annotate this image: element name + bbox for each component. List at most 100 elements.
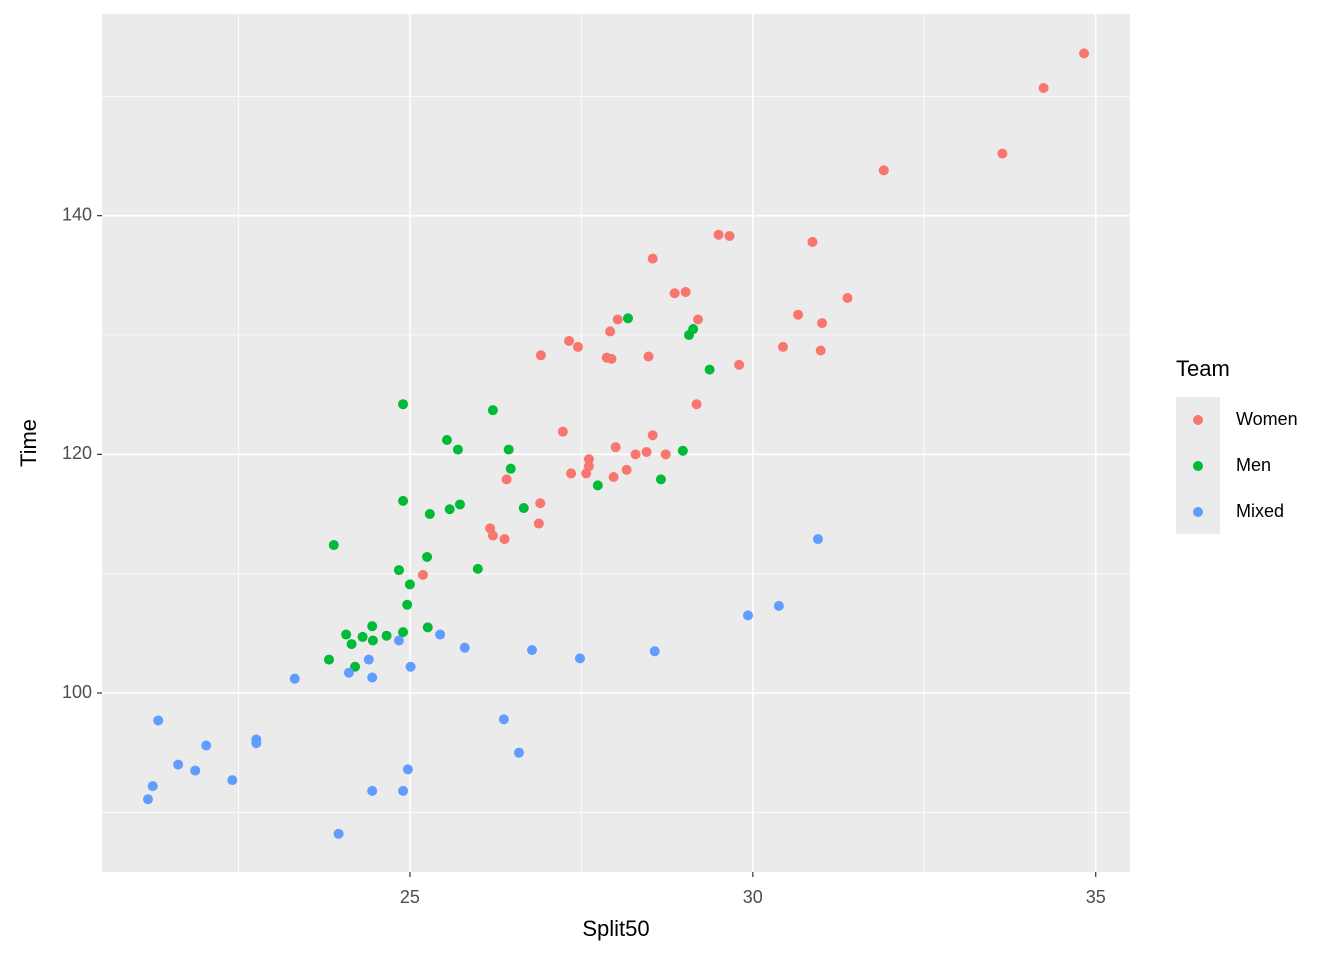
point [518, 503, 529, 514]
point [190, 765, 201, 776]
point [251, 738, 262, 749]
point [367, 621, 378, 632]
point [649, 646, 660, 657]
point [1079, 48, 1090, 59]
point [623, 313, 634, 324]
point [572, 341, 583, 352]
point [583, 454, 594, 465]
point [612, 314, 623, 325]
point [142, 794, 153, 805]
legend-label: Men [1236, 455, 1271, 475]
point [328, 540, 339, 551]
point [367, 672, 378, 683]
point [878, 165, 889, 176]
y-tick-label: 140 [62, 204, 92, 224]
point [404, 579, 415, 590]
legend-label: Women [1236, 409, 1298, 429]
point [533, 518, 544, 529]
point [402, 599, 413, 610]
point [501, 474, 512, 485]
point [535, 498, 546, 509]
point [647, 253, 658, 264]
point [526, 645, 537, 656]
point [405, 661, 416, 672]
point [323, 654, 334, 665]
point [704, 364, 715, 375]
point [393, 565, 404, 576]
point [441, 435, 452, 446]
point [459, 642, 470, 653]
point [341, 629, 352, 640]
point [592, 480, 603, 491]
point [435, 629, 446, 640]
legend-key [1193, 415, 1203, 425]
point [660, 449, 671, 460]
point [452, 444, 463, 455]
point [454, 499, 465, 510]
point [398, 785, 409, 796]
point [647, 430, 658, 441]
point [513, 747, 524, 758]
point [402, 764, 413, 775]
point [535, 350, 546, 361]
point [793, 309, 804, 320]
legend-key [1193, 461, 1203, 471]
point [367, 785, 378, 796]
point [842, 293, 853, 304]
point [566, 468, 577, 479]
point [363, 654, 374, 665]
point [422, 551, 433, 562]
point [574, 653, 585, 664]
point [692, 314, 703, 325]
point [724, 230, 735, 241]
point [173, 759, 184, 770]
point [605, 326, 616, 337]
point [487, 405, 498, 416]
point [807, 236, 818, 247]
point [669, 288, 680, 299]
x-axis-title: Split50 [582, 916, 649, 941]
point [350, 661, 361, 672]
point [422, 622, 433, 633]
point [472, 563, 483, 574]
point [153, 715, 164, 726]
x-tick-label: 30 [743, 887, 763, 907]
y-axis-title: Time [16, 419, 41, 467]
point [417, 569, 428, 580]
legend-label: Mixed [1236, 501, 1284, 521]
point [444, 504, 455, 515]
y-tick-label: 100 [62, 682, 92, 702]
point [398, 495, 409, 506]
point [677, 445, 688, 456]
point [743, 610, 754, 621]
point [610, 442, 621, 453]
point [812, 534, 823, 545]
point [498, 714, 509, 725]
point [424, 509, 435, 520]
point [398, 399, 409, 410]
legend-title: Team [1176, 356, 1230, 381]
point [684, 330, 695, 341]
point [367, 635, 378, 646]
legend-key [1193, 507, 1203, 517]
point [630, 449, 641, 460]
point [713, 229, 724, 240]
point [608, 472, 619, 483]
point [680, 287, 691, 298]
point [641, 446, 652, 457]
point [487, 530, 498, 541]
point [777, 341, 788, 352]
point [997, 148, 1008, 159]
point [343, 667, 354, 678]
point [503, 444, 514, 455]
point [773, 600, 784, 611]
point [655, 474, 666, 485]
x-tick-label: 25 [400, 887, 420, 907]
point [621, 464, 632, 475]
point [817, 318, 828, 329]
point [815, 345, 826, 356]
point [691, 399, 702, 410]
point [499, 534, 510, 545]
